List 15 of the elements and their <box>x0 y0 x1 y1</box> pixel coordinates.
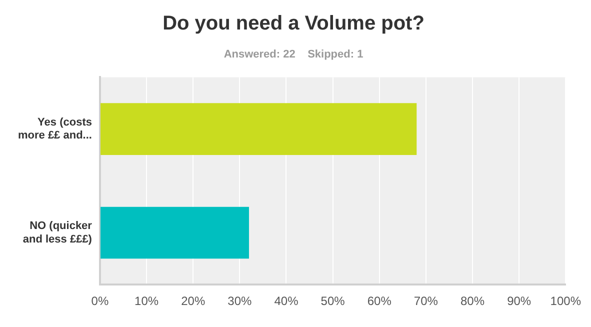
y-tick-label: Yes (costs more ££ and... <box>18 116 92 142</box>
x-tick-label: 10% <box>134 294 159 308</box>
x-tick-label: 30% <box>228 294 252 308</box>
x-tick-label: 90% <box>507 294 532 308</box>
chart-title: Do you need a Volume pot? <box>162 12 424 35</box>
x-tick-label: 50% <box>320 294 346 308</box>
x-tick-label: 80% <box>460 294 485 308</box>
y-tick-label: NO (quicker and less £££) <box>22 220 93 246</box>
chart-subtitle: Answered: 22 Skipped: 1 <box>224 48 364 61</box>
x-tick-label: 40% <box>274 294 299 308</box>
x-tick-label: 100% <box>550 294 582 308</box>
x-tick-label: 20% <box>181 294 206 308</box>
x-tick-label: 70% <box>414 294 438 308</box>
x-tick-label: 60% <box>367 294 392 308</box>
x-tick-label: 0% <box>91 294 109 308</box>
